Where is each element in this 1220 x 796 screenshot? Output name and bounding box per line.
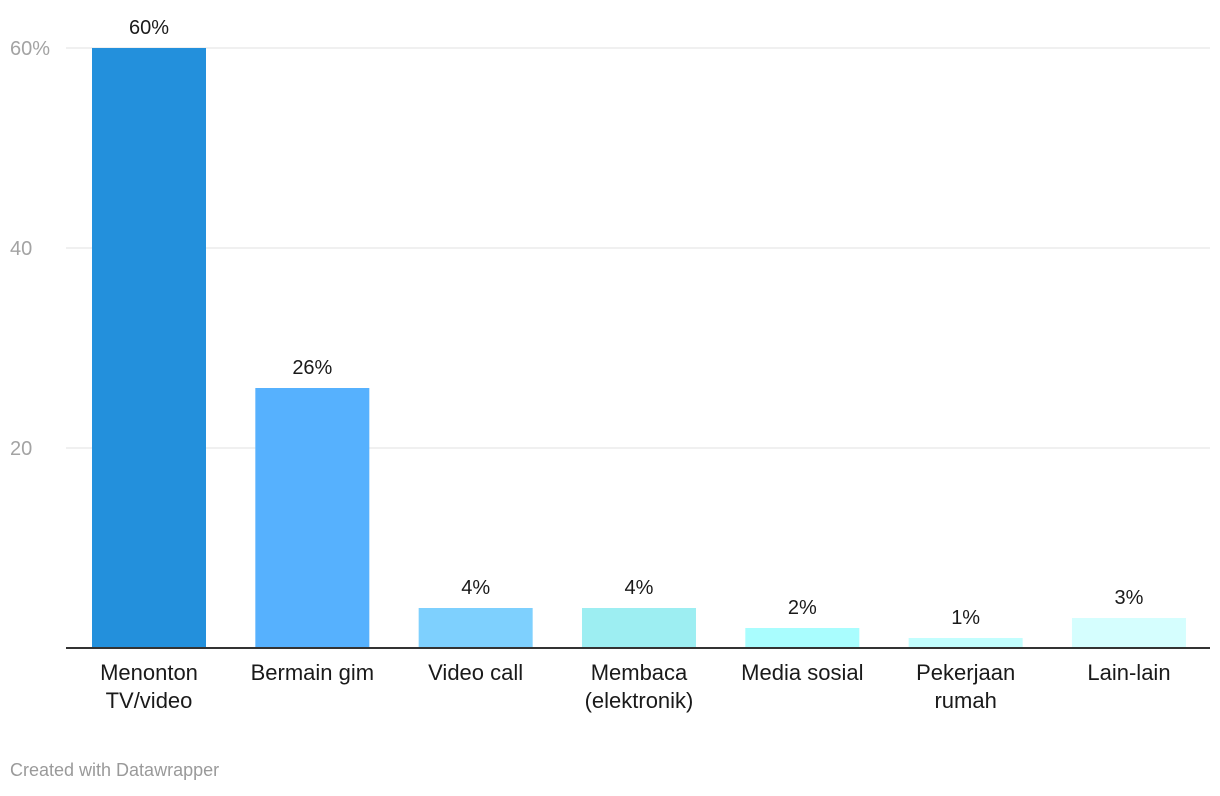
bar[interactable]	[745, 628, 860, 648]
bar[interactable]	[92, 48, 206, 648]
value-label: 3%	[1115, 587, 1144, 609]
bar[interactable]	[255, 388, 370, 648]
category-label: (elektronik)	[585, 688, 694, 713]
category-label: Video call	[428, 660, 523, 685]
y-tick-label: 60%	[10, 38, 50, 60]
value-label: 4%	[625, 577, 654, 599]
bar-chart: 60% 40 20 60% 26% 4% 4% 2% 1% 3% Menonton TV/vide…	[10, 17, 1210, 713]
bar[interactable]	[581, 608, 696, 648]
category-label: Membaca	[591, 660, 688, 685]
value-label: 1%	[951, 607, 980, 629]
category-label: TV/video	[106, 688, 193, 713]
bars	[92, 48, 1186, 648]
category-label: Pekerjaan	[916, 660, 1015, 685]
gridlines	[66, 47, 1210, 449]
category-label: Lain-lain	[1087, 660, 1170, 685]
value-label: 2%	[788, 597, 817, 619]
bar[interactable]	[1071, 618, 1186, 648]
bar[interactable]	[908, 638, 1023, 648]
bar[interactable]	[418, 608, 533, 648]
value-label: 60%	[129, 17, 169, 39]
value-label: 4%	[461, 577, 490, 599]
value-label: 26%	[292, 357, 332, 379]
y-tick-label: 20	[10, 438, 32, 460]
footer-credit[interactable]: Created with Datawrapper	[10, 760, 220, 780]
category-label: Bermain gim	[251, 660, 374, 685]
y-axis-ticks: 60% 40 20	[10, 38, 50, 460]
category-label: Media sosial	[741, 660, 863, 685]
category-labels: Menonton TV/video Bermain gim Video call Mem…	[100, 660, 1170, 713]
value-labels: 60% 26% 4% 4% 2% 1% 3%	[129, 17, 1144, 629]
category-label: Menonton	[100, 660, 198, 685]
category-label: rumah	[934, 688, 996, 713]
y-tick-label: 40	[10, 238, 32, 260]
